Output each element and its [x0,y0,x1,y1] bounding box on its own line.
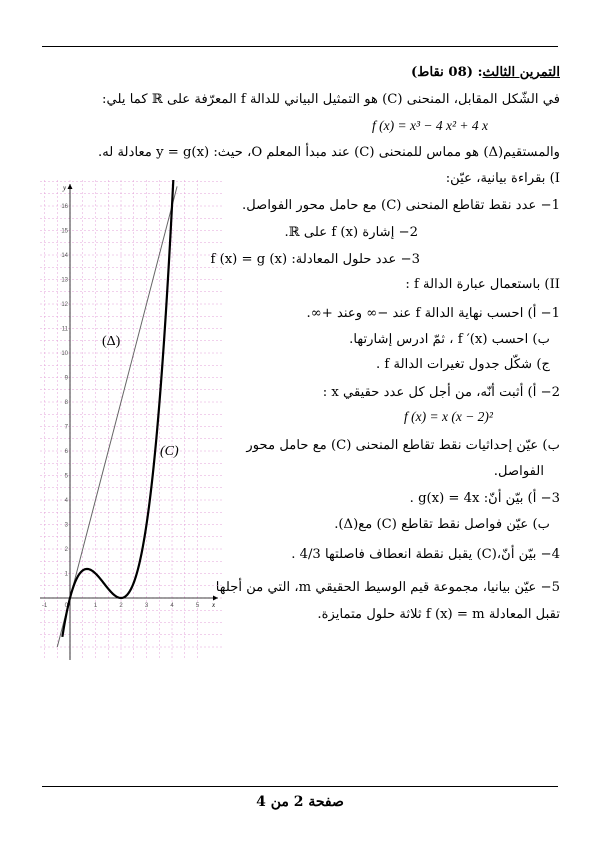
curve-c [61,180,175,638]
function-definition: f (x) = x³ − 4 x² + 4 x [372,118,489,133]
question-2-1c: ج) شكّل جدول تغيرات الدالة f . [376,357,550,372]
y-tick-label: 6 [65,449,69,455]
y-tick-label: 3 [65,523,69,529]
y-tick-label: 16 [61,204,68,210]
y-tick-label: 12 [61,302,68,308]
question-2-3a: 3− أ) بيّن أنّ: g(x) = 4x . [409,491,560,506]
y-tick-label: 9 [65,376,69,382]
y-tick-label: 14 [61,253,68,259]
x-tick-label: 5 [196,603,200,609]
tangent-line-delta [56,186,178,648]
part-one-heading: I) بقراءة بيانية، عيّن: [445,171,560,186]
question-2-1a: 1− أ) احسب نهاية الدالة f عند −∞ وعند +∞… [306,306,560,321]
x-tick-label: 3 [145,603,149,609]
question-2-1b: ب) احسب f ′(x) ، ثمّ ادرس إشارتها. [349,332,550,347]
exercise-title-text: التمرين الثالث [482,65,560,80]
label-delta: (Δ) [102,334,121,349]
part-two-heading: II) باستعمال عبارة الدالة f : [405,277,560,292]
question-2-3b: ب) عيّن فواصل نقط تقاطع (C) مع(Δ). [334,517,550,532]
question-2-4: 4− بيّن أنّ،(C) يقبل نقطة انعطاف فاصلتها… [291,547,560,562]
x-axis-label: x [211,601,216,609]
intro-line: في الشّكل المقابل، المنحنى (C) هو التمثي… [102,92,560,107]
y-tick-label: 10 [61,351,68,357]
x-tick-label: 2 [119,603,123,609]
y-tick-label: 11 [62,327,69,333]
x-tick-label: -1 [42,603,48,609]
tangent-line-text: والمستقيم(Δ) هو مماس للمنحنى (C) عند مبد… [98,145,560,160]
question-2-2a: 2− أ) أثبت أنّه، من أجل كل عدد حقيقي x : [322,385,560,400]
x-axis-arrow [213,595,218,601]
factored-function: f (x) = x (x − 2)² [404,409,493,424]
y-axis-arrow [67,184,73,189]
y-tick-label: 7 [65,425,69,431]
origin-label: 0 [65,603,69,609]
x-tick-label: 4 [170,603,174,609]
question-1-1: 1− عدد نقط تقاطع المنحنى (C) مع حامل محو… [242,198,560,213]
question-1-2: 2− إشارة f (x) على ℝ. [284,225,418,240]
top-rule [42,46,558,47]
question-2-2b-line1: ب) عيّن إحداثيات نقط تقاطع المنحنى (C) م… [246,438,560,453]
y-tick-label: 15 [61,229,68,235]
x-tick-label: 1 [94,603,98,609]
question-1-3: 3− عدد حلول المعادلة: f (x) = g (x) [210,252,420,267]
y-tick-label: 5 [65,474,69,480]
y-tick-label: 2 [65,547,69,553]
page-footer: صفحة 2 من 4 [256,794,344,810]
question-2-2b-line2: الفواصل. [493,464,544,479]
y-tick-label: 4 [65,498,69,504]
exercise-title: التمرين الثالث: (08 نقاط) [411,64,560,82]
exercise-points: : (08 نقاط) [411,65,483,80]
question-2-5-line2: تقبل المعادلة f (x) = m ثلاثة حلول متماي… [317,607,560,622]
y-tick-label: 8 [65,400,69,406]
y-tick-label: 13 [61,278,68,284]
bottom-rule [42,786,558,787]
label-c: (C) [160,444,179,459]
y-tick-label: 1 [65,572,69,578]
y-axis-label: y [62,184,67,192]
question-2-5-line1: 5− عيّن بيانيا، مجموعة قيم الوسيط الحقيق… [215,580,560,595]
